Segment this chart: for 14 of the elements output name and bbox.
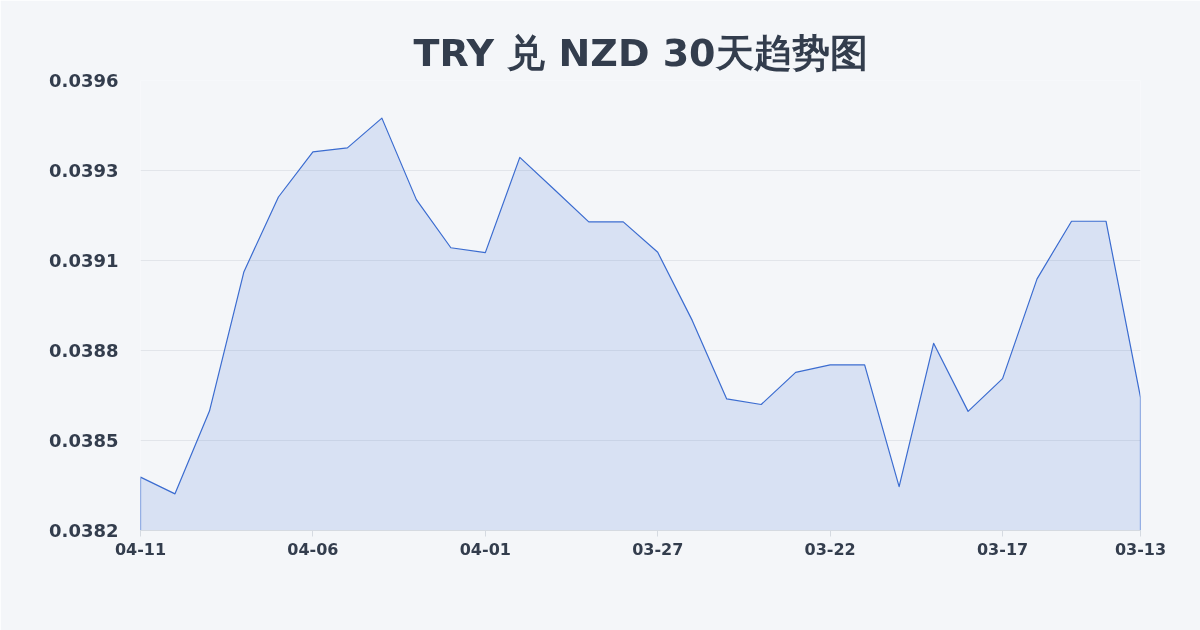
y-tick-label: 0.0382 bbox=[49, 520, 119, 541]
x-tick-label: 03-13 bbox=[1114, 539, 1167, 559]
x-tick-label: 03-17 bbox=[976, 539, 1029, 559]
x-tick-label: 03-27 bbox=[632, 539, 684, 559]
chart-title: TRY 兑 NZD 30天趋势图 bbox=[413, 30, 868, 75]
x-tick-label: 04-01 bbox=[459, 539, 511, 559]
x-tick-label: 04-06 bbox=[287, 539, 339, 559]
x-tick-label: 03-22 bbox=[804, 539, 856, 559]
y-tick-label: 0.0385 bbox=[49, 430, 119, 451]
x-tick-label: 04-11 bbox=[114, 539, 167, 559]
y-tick-label: 0.0396 bbox=[49, 70, 119, 91]
y-tick-label: 0.0388 bbox=[49, 340, 119, 361]
y-tick-label: 0.0391 bbox=[49, 250, 119, 271]
y-tick-label: 0.0393 bbox=[49, 160, 119, 181]
